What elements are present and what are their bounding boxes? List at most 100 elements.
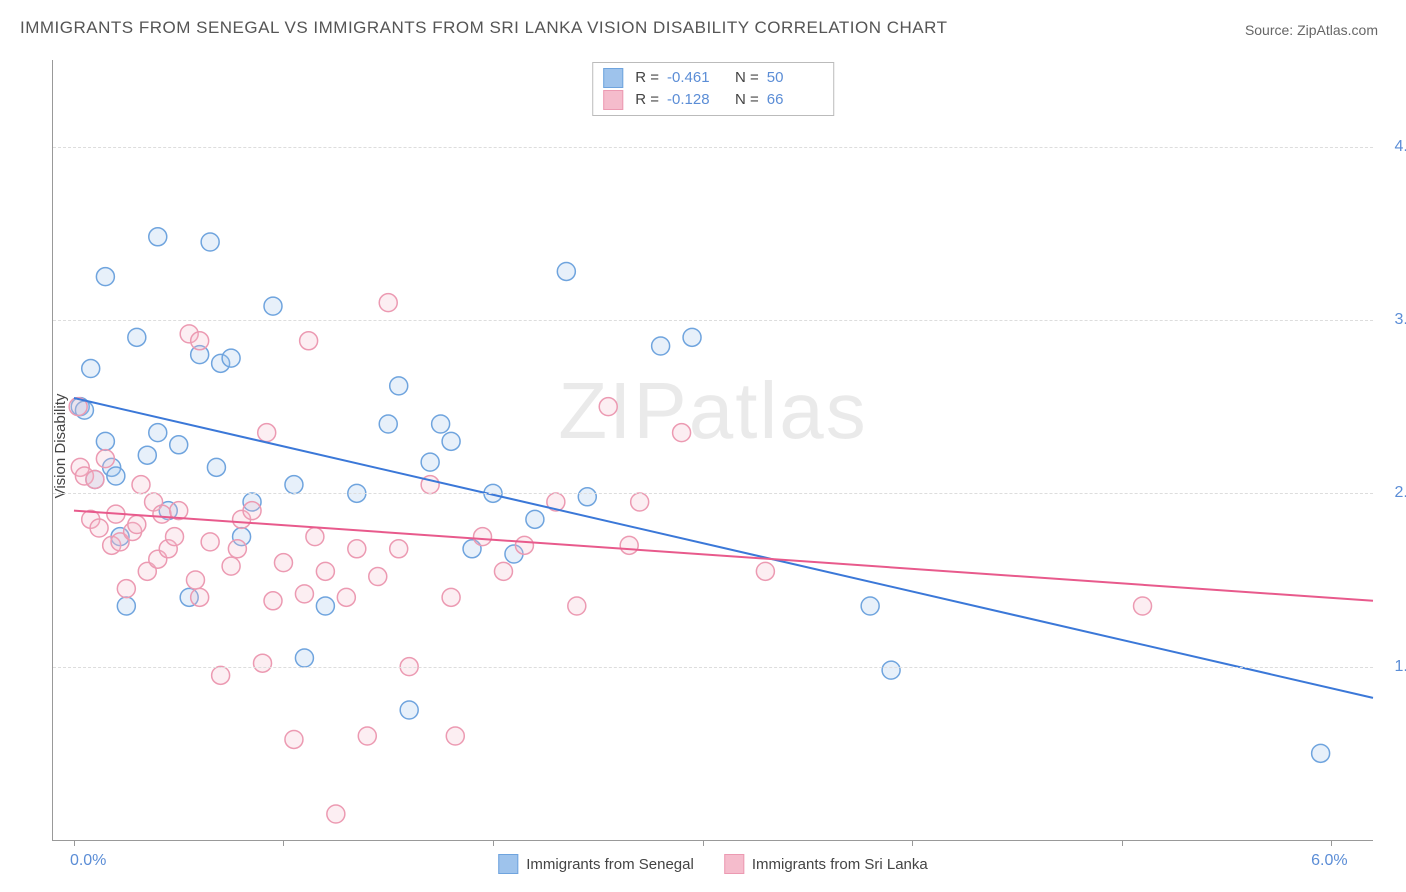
scatter-point-series2 [254,654,272,672]
trendline-series1 [74,398,1373,698]
x-tick [493,840,494,846]
scatter-point-series1 [432,415,450,433]
scatter-point-series2 [128,516,146,534]
scatter-point-series1 [201,233,219,251]
scatter-point-series2 [285,730,303,748]
scatter-point-series2 [132,476,150,494]
scatter-point-series2 [228,540,246,558]
trendline-series2 [74,511,1373,601]
gridline-horizontal [53,320,1373,321]
scatter-point-series1 [207,458,225,476]
x-tick [283,840,284,846]
scatter-point-series1 [117,597,135,615]
scatter-point-series2 [222,557,240,575]
scatter-point-series2 [348,540,366,558]
scatter-point-series1 [149,228,167,246]
scatter-point-series1 [149,424,167,442]
scatter-point-series2 [756,562,774,580]
scatter-point-series2 [86,470,104,488]
scatter-point-series2 [337,588,355,606]
scatter-point-series2 [515,536,533,554]
scatter-point-series2 [316,562,334,580]
scatter-point-series1 [285,476,303,494]
scatter-point-series2 [295,585,313,603]
y-tick-label: 4.0% [1395,138,1406,156]
y-tick-label: 1.0% [1395,658,1406,676]
scatter-point-series2 [117,580,135,598]
scatter-point-series2 [191,588,209,606]
y-tick-label: 3.0% [1395,311,1406,329]
scatter-point-series1 [400,701,418,719]
scatter-point-series1 [861,597,879,615]
scatter-point-series1 [379,415,397,433]
scatter-point-series2 [379,294,397,312]
scatter-point-series1 [96,432,114,450]
scatter-point-series2 [153,505,171,523]
scatter-point-series1 [295,649,313,667]
scatter-point-series1 [138,446,156,464]
scatter-point-series1 [264,297,282,315]
scatter-point-series1 [390,377,408,395]
scatter-point-series2 [186,571,204,589]
scatter-point-series2 [446,727,464,745]
x-axis-max-label: 6.0% [1311,852,1347,870]
scatter-point-series1 [96,268,114,286]
legend-bottom: Immigrants from Senegal Immigrants from … [498,854,927,874]
scatter-point-series2 [673,424,691,442]
legend-item-series1: Immigrants from Senegal [498,854,694,874]
scatter-point-series2 [474,528,492,546]
scatter-point-series2 [599,398,617,416]
scatter-point-series1 [442,432,460,450]
scatter-point-series2 [390,540,408,558]
gridline-horizontal [53,667,1373,668]
source-attribution: Source: ZipAtlas.com [1245,22,1378,38]
scatter-point-series1 [1312,744,1330,762]
scatter-point-series1 [652,337,670,355]
scatter-point-series2 [191,332,209,350]
scatter-point-series2 [212,666,230,684]
scatter-point-series1 [526,510,544,528]
chart-title: IMMIGRANTS FROM SENEGAL VS IMMIGRANTS FR… [20,18,948,38]
scatter-point-series2 [96,450,114,468]
x-tick [1122,840,1123,846]
scatter-point-series2 [327,805,345,823]
legend-item-series2: Immigrants from Sri Lanka [724,854,928,874]
gridline-horizontal [53,493,1373,494]
scatter-point-series2 [264,592,282,610]
scatter-point-series1 [222,349,240,367]
legend-label-series2: Immigrants from Sri Lanka [752,856,928,873]
scatter-point-series1 [882,661,900,679]
x-tick [912,840,913,846]
scatter-point-series1 [107,467,125,485]
scatter-point-series2 [274,554,292,572]
x-tick [703,840,704,846]
scatter-point-series1 [683,328,701,346]
plot-area: ZIPatlas R = -0.461 N = 50 R = -0.128 N … [52,60,1373,841]
scatter-point-series1 [316,597,334,615]
legend-label-series1: Immigrants from Senegal [526,856,694,873]
scatter-point-series2 [369,568,387,586]
scatter-point-series2 [166,528,184,546]
scatter-point-series2 [1134,597,1152,615]
scatter-point-series2 [201,533,219,551]
scatter-point-series1 [128,328,146,346]
scatter-point-series2 [306,528,324,546]
x-tick [1331,840,1332,846]
scatter-point-series2 [243,502,261,520]
scatter-point-series2 [358,727,376,745]
scatter-point-series2 [300,332,318,350]
x-axis-min-label: 0.0% [70,852,106,870]
scatter-point-series1 [170,436,188,454]
legend-swatch-series1-bottom [498,854,518,874]
scatter-point-series1 [421,453,439,471]
scatter-point-series1 [82,360,100,378]
x-tick [74,840,75,846]
scatter-point-series2 [90,519,108,537]
scatter-point-series2 [258,424,276,442]
scatter-point-series1 [578,488,596,506]
gridline-horizontal [53,147,1373,148]
scatter-point-series2 [568,597,586,615]
scatter-point-series1 [557,262,575,280]
scatter-point-series2 [631,493,649,511]
legend-swatch-series2-bottom [724,854,744,874]
